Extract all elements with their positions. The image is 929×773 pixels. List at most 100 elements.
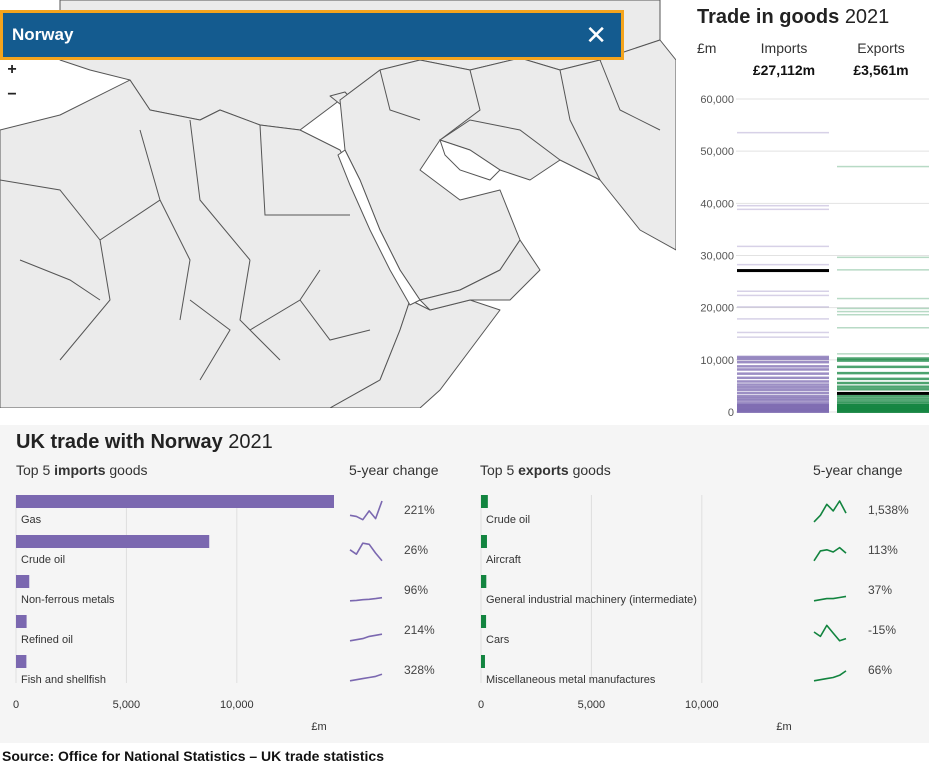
strip-ytick-label: 30,000 [700,251,734,263]
map-border [439,69,481,141]
map-border [249,269,321,331]
exports-sparkline [813,670,847,682]
trade-strip-chart: 0 10,000 20,000 30,000 40,000 50,000 60,000 [700,94,929,419]
imports-strip-mark [737,290,829,292]
exports-strip-mark [837,371,929,375]
imports-strip-base [737,404,829,413]
exports-bar [481,655,485,668]
strip-ytick-label: 20,000 [700,303,734,315]
country-banner: Norway ✕ [0,10,624,60]
imports-strip-mark [737,357,829,361]
imports-xaxis-label: £m [311,721,326,733]
strip-ytick-label: 0 [728,407,734,419]
exports-change-value: 66% [868,663,892,677]
exports-bar [481,495,488,508]
map-border [159,199,191,321]
source-note: Source: Office for National Statistics –… [2,748,384,764]
world-map[interactable]: + − Norway ✕ [0,0,676,408]
imports-strip-mark [737,306,829,308]
exports-strip-mark [837,353,929,355]
imports-change-value: 328% [404,663,435,677]
exports-strip-mark [837,402,929,405]
exports-bar [481,615,487,628]
exports-heading-post: goods [572,462,611,478]
exports-strip-mark [837,357,929,360]
zoom-out-button[interactable]: − [7,86,17,103]
country-name: Norway [12,25,74,44]
exports-highlight-mark [837,391,929,395]
exports-strip-base [837,404,929,413]
exports-change-value: 113% [868,543,898,557]
exports-xtick-label: 10,000 [685,699,719,711]
imports-strip-mark [737,396,829,400]
exports-bar-label: General industrial machinery (intermedia… [486,594,697,606]
map-border [379,69,421,121]
map-border [299,299,371,341]
imports-change-value: 214% [404,623,435,637]
map-persian-gulf [439,139,501,181]
imports-strip-mark [737,368,829,371]
imports-sparkline [349,633,383,642]
imports-bar-label: Fish and shellfish [21,674,106,686]
imports-strip-mark [737,318,829,320]
exports-xtick-label: 5,000 [578,699,606,711]
exports-strip-mark [837,359,929,362]
exports-strip-mark [837,165,929,168]
exports-heading-bold: exports [518,462,569,478]
imports-strip-mark [737,372,829,375]
exports-sparkline [813,500,847,523]
imports-strip-mark [737,336,829,338]
imports-change-value: 26% [404,543,428,557]
exports-bar-label: Aircraft [486,554,521,566]
imports-xtick-label: 5,000 [113,699,141,711]
imports-strip-mark [737,383,829,386]
imports-bar-label: Non-ferrous metals [21,594,115,606]
imports-bar [16,495,334,508]
imports-xtick-label: 10,000 [220,699,254,711]
map-region-yemen-oman [419,239,541,311]
exports-strip-mark [837,297,929,300]
imports-change-heading: 5-year change [349,462,439,478]
exports-bar-label: Crude oil [486,514,530,526]
exports-sparkline [813,595,847,602]
exports-sparkline [813,546,847,562]
exports-strip-mark [837,310,929,313]
top-goods-charts: 0 5,000 10,000 £m Gas 221% Crude oil 26% Non-fer… [13,495,909,733]
exports-strip-mark [837,381,929,385]
imports-strip-mark [737,394,829,398]
imports-sparkline [349,673,383,682]
imports-strip-mark [737,376,829,380]
map-border [59,239,111,361]
close-icon[interactable]: ✕ [585,20,607,50]
imports-strip-mark [737,208,829,211]
imports-bar-label: Gas [21,514,42,526]
imports-strip-mark [737,204,829,207]
map-land-shapes[interactable] [0,0,676,408]
exports-strip-mark [837,256,929,259]
imports-strip-mark [737,388,829,392]
imports-strip-mark [737,331,829,334]
imports-heading-post: goods [109,462,148,478]
exports-sparkline [813,624,847,642]
imports-column-label: Imports [760,40,808,56]
imports-total: £27,112m [752,62,816,78]
imports-strip-mark [737,245,829,248]
section-title: UK trade with Norway 2021 [16,431,273,454]
exports-strip-mark [837,377,929,381]
imports-strip-mark [737,385,829,389]
strip-ytick-label: 10,000 [700,355,734,367]
section-title-bold: UK trade with Norway [16,431,223,453]
exports-strip-mark [837,365,929,369]
exports-total: £3,561m [853,62,909,78]
imports-strip-mark [737,401,829,405]
map-border [19,259,101,301]
exports-strip-mark [837,394,929,398]
imports-sparkline [349,596,383,602]
zoom-in-button[interactable]: + [7,61,17,78]
exports-bar [481,575,487,588]
map-border [439,119,561,161]
strip-ytick-label: 40,000 [700,198,734,210]
trade-panel-title: Trade in goods 2021 [697,6,889,29]
exports-bar [481,535,487,548]
imports-heading-bold: imports [54,462,106,478]
